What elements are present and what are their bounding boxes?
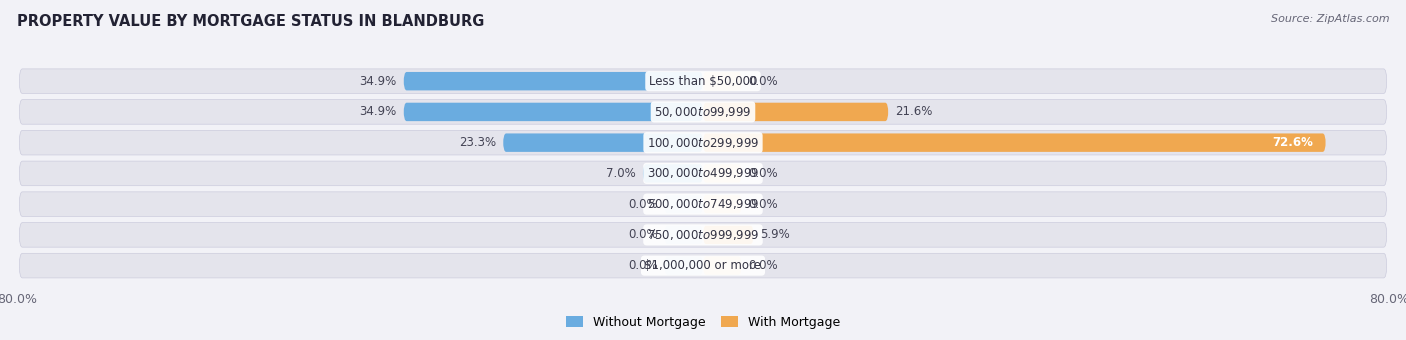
Text: $100,000 to $299,999: $100,000 to $299,999 [647, 136, 759, 150]
Text: 34.9%: 34.9% [360, 75, 396, 88]
Text: Less than $50,000: Less than $50,000 [648, 75, 758, 88]
FancyBboxPatch shape [20, 253, 1386, 278]
Text: 72.6%: 72.6% [1272, 136, 1313, 149]
Text: 23.3%: 23.3% [460, 136, 496, 149]
FancyBboxPatch shape [665, 195, 703, 214]
FancyBboxPatch shape [703, 103, 889, 121]
FancyBboxPatch shape [665, 256, 703, 275]
Text: 5.9%: 5.9% [761, 228, 790, 241]
FancyBboxPatch shape [20, 130, 1386, 155]
FancyBboxPatch shape [703, 164, 741, 183]
Text: PROPERTY VALUE BY MORTGAGE STATUS IN BLANDBURG: PROPERTY VALUE BY MORTGAGE STATUS IN BLA… [17, 14, 484, 29]
FancyBboxPatch shape [20, 161, 1386, 186]
Text: 0.0%: 0.0% [748, 198, 778, 211]
FancyBboxPatch shape [703, 195, 741, 214]
Text: 0.0%: 0.0% [628, 259, 658, 272]
Text: $1,000,000 or more: $1,000,000 or more [644, 259, 762, 272]
Text: $50,000 to $99,999: $50,000 to $99,999 [654, 105, 752, 119]
FancyBboxPatch shape [665, 226, 703, 244]
FancyBboxPatch shape [404, 72, 703, 90]
FancyBboxPatch shape [20, 100, 1386, 124]
Text: $500,000 to $749,999: $500,000 to $749,999 [647, 197, 759, 211]
Text: 0.0%: 0.0% [748, 167, 778, 180]
FancyBboxPatch shape [503, 133, 703, 152]
FancyBboxPatch shape [20, 69, 1386, 94]
FancyBboxPatch shape [404, 103, 703, 121]
Text: 0.0%: 0.0% [628, 198, 658, 211]
Text: 0.0%: 0.0% [628, 228, 658, 241]
FancyBboxPatch shape [643, 164, 703, 183]
FancyBboxPatch shape [703, 133, 1326, 152]
Text: 0.0%: 0.0% [748, 75, 778, 88]
Text: $300,000 to $499,999: $300,000 to $499,999 [647, 166, 759, 181]
FancyBboxPatch shape [20, 223, 1386, 247]
Text: Source: ZipAtlas.com: Source: ZipAtlas.com [1271, 14, 1389, 23]
Legend: Without Mortgage, With Mortgage: Without Mortgage, With Mortgage [565, 316, 841, 329]
Text: $750,000 to $999,999: $750,000 to $999,999 [647, 228, 759, 242]
FancyBboxPatch shape [20, 192, 1386, 217]
FancyBboxPatch shape [703, 226, 754, 244]
Text: 34.9%: 34.9% [360, 105, 396, 118]
Text: 0.0%: 0.0% [748, 259, 778, 272]
FancyBboxPatch shape [703, 256, 741, 275]
Text: 21.6%: 21.6% [896, 105, 932, 118]
Text: 7.0%: 7.0% [606, 167, 636, 180]
FancyBboxPatch shape [703, 72, 741, 90]
